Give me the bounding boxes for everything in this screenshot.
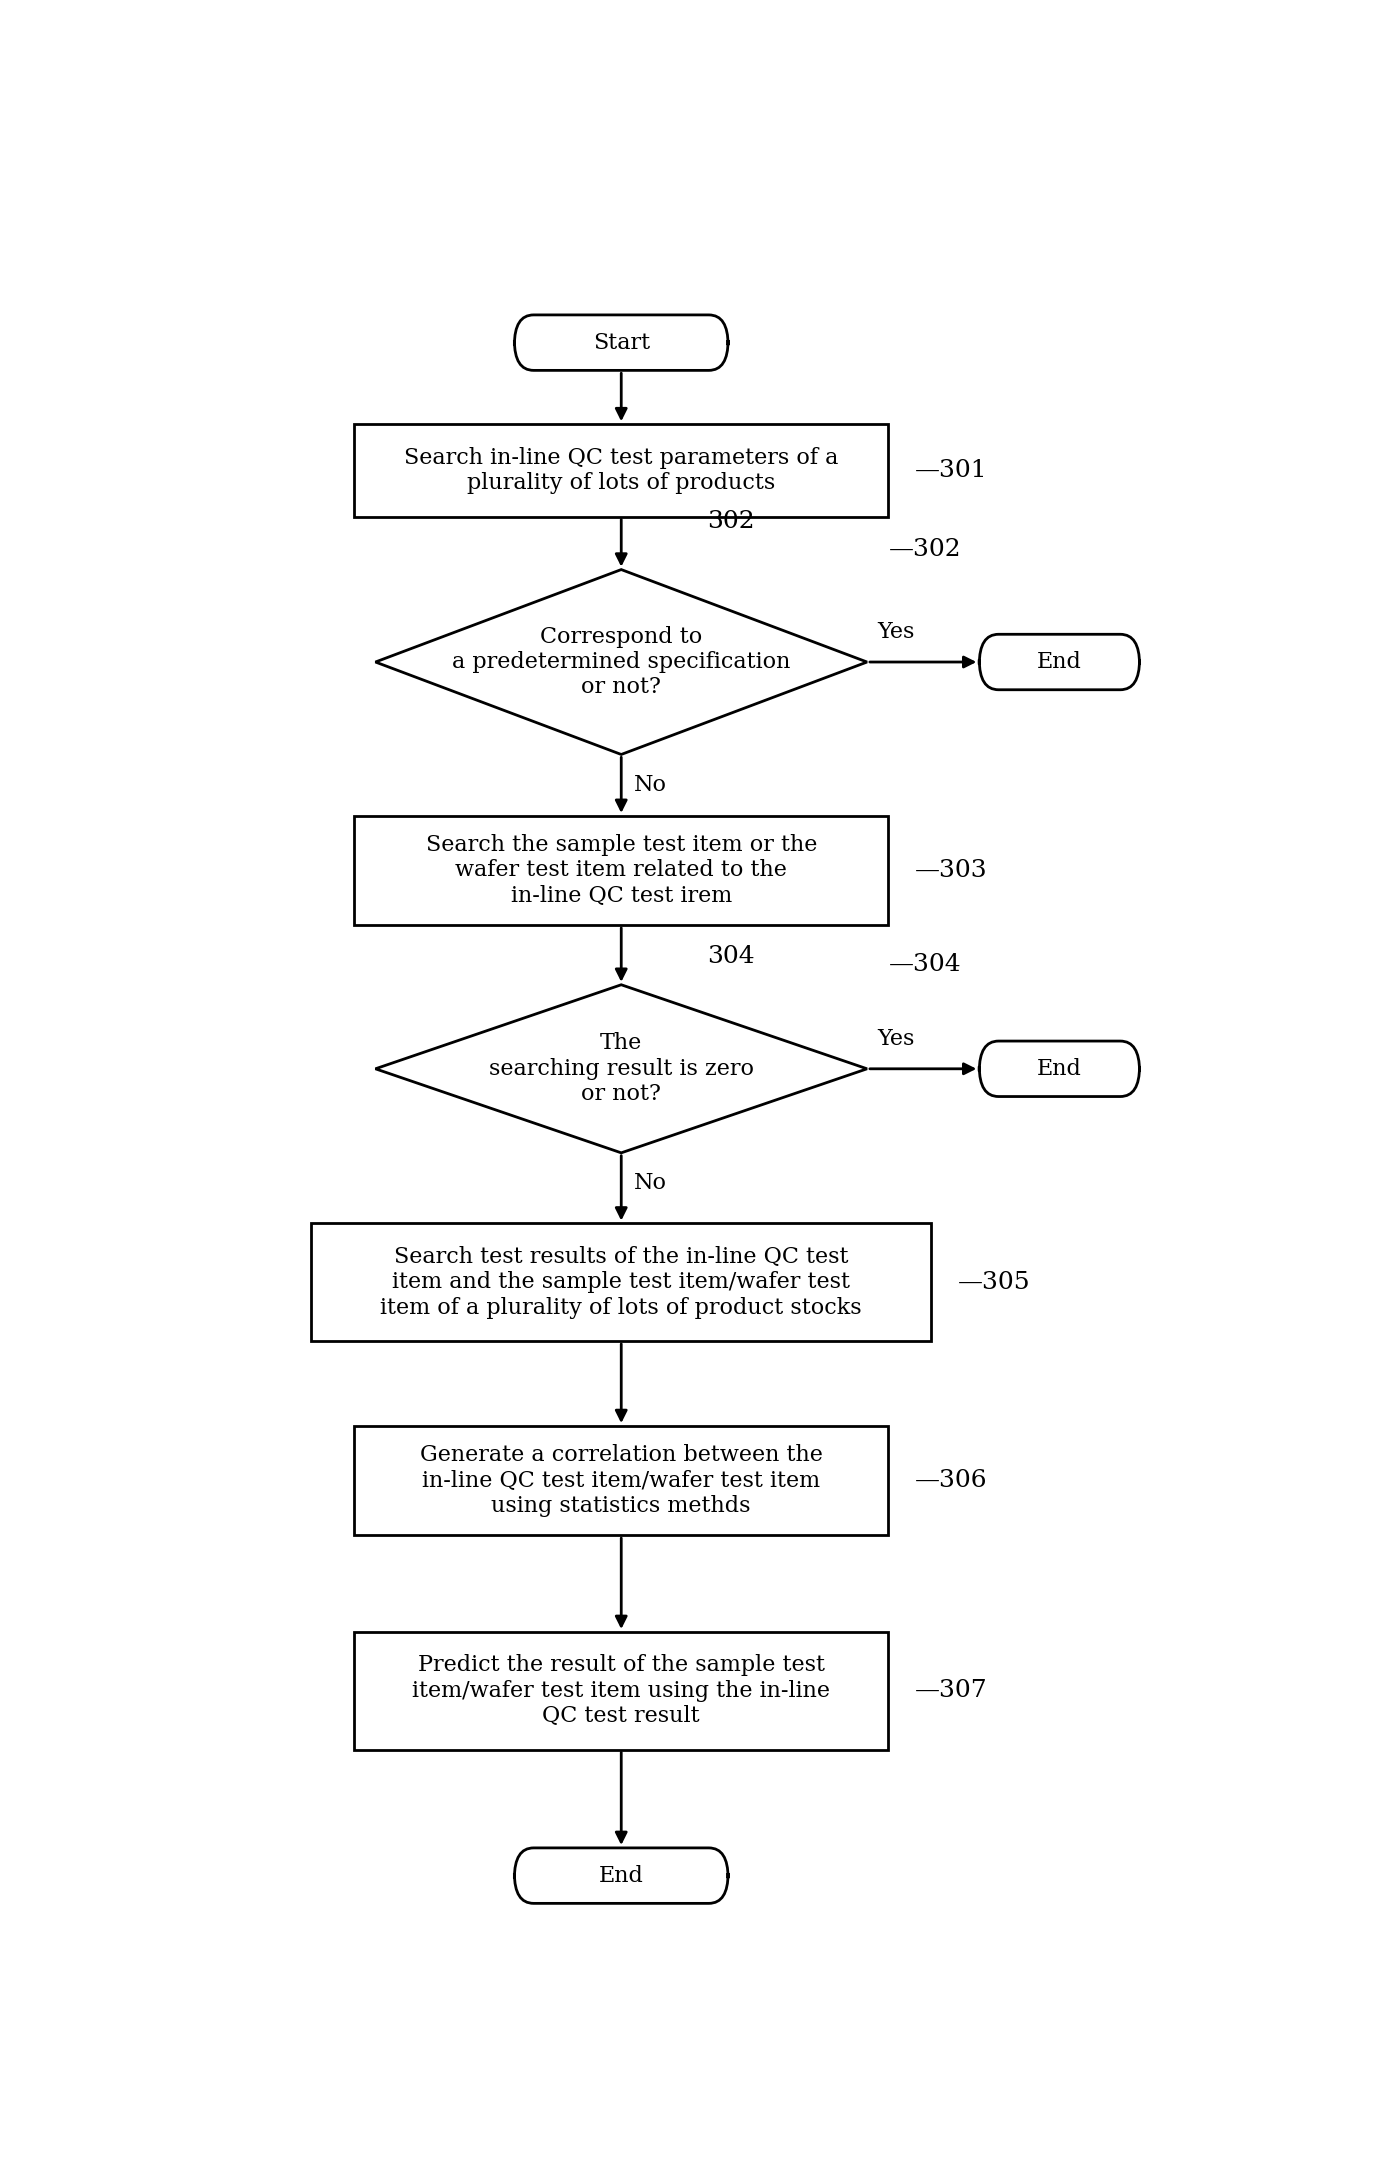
Polygon shape [375,985,867,1153]
Polygon shape [375,570,867,755]
Bar [312,1222,931,1340]
Text: No: No [634,773,667,797]
Text: End: End [1037,1059,1083,1081]
Bar [354,1425,888,1535]
Bar [354,424,888,517]
Text: —306: —306 [916,1469,987,1493]
FancyBboxPatch shape [514,1847,728,1904]
Text: Correspond to
a predetermined specification
or not?: Correspond to a predetermined specificat… [452,627,790,699]
Text: Yes: Yes [878,1028,916,1050]
FancyBboxPatch shape [979,1041,1139,1096]
Text: End: End [1037,651,1083,672]
Text: The
searching result is zero
or not?: The searching result is zero or not? [488,1033,754,1105]
Text: End: End [598,1864,644,1886]
Text: Start: Start [593,332,650,354]
Text: Search in-line QC test parameters of a
plurality of lots of products: Search in-line QC test parameters of a p… [404,448,838,493]
Text: No: No [634,1172,667,1194]
Text: —303: —303 [916,858,987,882]
Text: Yes: Yes [878,620,916,642]
Text: —304: —304 [888,954,961,976]
Text: Predict the result of the sample test
item/wafer test item using the in-line
QC : Predict the result of the sample test it… [412,1655,830,1727]
Bar [354,816,888,926]
Text: Search test results of the in-line QC test
item and the sample test item/wafer t: Search test results of the in-line QC te… [381,1246,862,1319]
Text: 304: 304 [707,945,754,967]
Text: 302: 302 [707,509,754,533]
FancyBboxPatch shape [514,314,728,371]
Bar [354,1633,888,1749]
Text: Generate a correlation between the
in-line QC test item/wafer test item
using st: Generate a correlation between the in-li… [419,1445,823,1517]
Text: —301: —301 [916,458,987,482]
Text: Search the sample test item or the
wafer test item related to the
in-line QC tes: Search the sample test item or the wafer… [426,834,816,906]
Text: —302: —302 [888,537,961,561]
Text: —307: —307 [916,1679,987,1703]
FancyBboxPatch shape [979,635,1139,690]
Text: —305: —305 [958,1271,1030,1295]
